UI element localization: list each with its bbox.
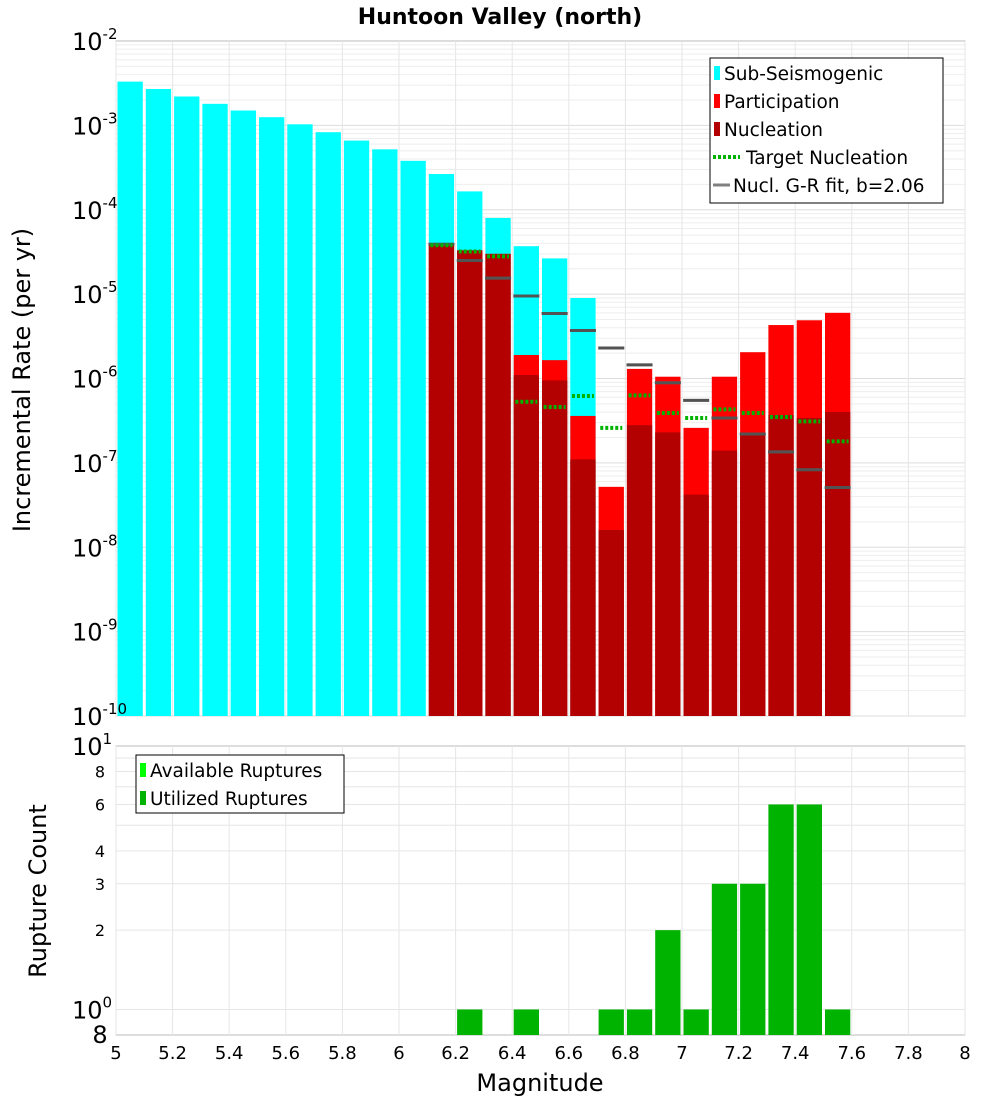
bar-utilized-ruptures (796, 804, 822, 1035)
x-tick-label: 6.8 (611, 1043, 640, 1064)
bar-nucleation (711, 450, 738, 716)
top-legend: Sub-Seismogenic Participation Nucleation… (709, 57, 944, 204)
bottom-bars (457, 804, 851, 1035)
bottom-y-tick-label: 2 (95, 921, 105, 940)
bar-utilized-ruptures (626, 1009, 653, 1035)
x-tick-label: 5 (110, 1043, 121, 1064)
legend-label-available-ruptures: Available Ruptures (150, 761, 322, 782)
bar-utilized-ruptures (740, 883, 766, 1035)
bar-nucleation (570, 459, 596, 716)
top-y-tick-label: 10-2 (72, 25, 118, 56)
bar-nucleation (768, 414, 794, 716)
bar-sub-seismogenic (174, 96, 200, 716)
x-tick-label: 8 (959, 1043, 970, 1064)
bar-utilized-ruptures (711, 883, 738, 1035)
top-y-tick-label: 10-8 (72, 531, 118, 562)
bar-sub-seismogenic (400, 160, 426, 717)
bar-nucleation (457, 250, 483, 717)
bar-nucleation (542, 380, 568, 716)
x-tick-label: 7.2 (724, 1043, 753, 1064)
bar-nucleation (825, 412, 851, 716)
legend-swatch-utilized-ruptures (140, 791, 146, 805)
bar-utilized-ruptures (768, 804, 794, 1035)
bar-sub-seismogenic (230, 110, 256, 716)
legend-label-sub-seismogenic: Sub-Seismogenic (724, 64, 883, 85)
bar-utilized-ruptures (598, 1009, 624, 1035)
top-y-ticks: 10-2 10-3 10-4 10-5 10-6 10-7 10-8 10-9 10-10 (72, 25, 127, 731)
top-lines (428, 242, 851, 490)
bottom-x-ticks: 5 5.2 5.4 5.6 5.8 6 6.2 6.4 6.6 6.8 7 7.2 7.4 7.6 7.8 8 (110, 1043, 970, 1064)
bar-utilized-ruptures (825, 1009, 851, 1035)
x-tick-label: 7.6 (837, 1043, 866, 1064)
bottom-y-tick-label: 4 (95, 842, 105, 861)
bar-sub-seismogenic (315, 132, 341, 717)
bar-nucleation (485, 253, 511, 716)
bar-sub-seismogenic (287, 124, 313, 716)
top-legend-box (709, 57, 944, 204)
bottom-legend: Available Ruptures Utilized Ruptures (135, 754, 345, 814)
bar-sub-seismogenic (372, 149, 398, 716)
legend-swatch-sub-seismogenic (714, 66, 720, 80)
bottom-legend-box (135, 754, 345, 814)
x-tick-label: 5.8 (328, 1043, 357, 1064)
top-y-tick-label: 10-7 (72, 447, 118, 478)
bar-nucleation (683, 494, 709, 716)
legend-label-utilized-ruptures: Utilized Ruptures (150, 789, 308, 810)
bar-nucleation (740, 433, 766, 716)
top-y-tick-label: 10-4 (72, 194, 118, 225)
x-tick-label: 5.2 (158, 1043, 187, 1064)
bottom-y-ticks: 8 6 4 3 2 8 101 100 (72, 730, 112, 1049)
bottom-y-tick-label: 8 (92, 1021, 107, 1049)
x-tick-label: 5.6 (271, 1043, 300, 1064)
bar-nucleation (513, 375, 539, 716)
bar-sub-seismogenic (343, 140, 370, 717)
x-tick-label: 6.2 (441, 1043, 470, 1064)
bar-nucleation (598, 530, 624, 716)
x-tick-label: 6.4 (498, 1043, 527, 1064)
bar-utilized-ruptures (513, 1009, 539, 1035)
top-y-tick-label: 10-10 (72, 700, 127, 731)
x-axis-label: Magnitude (476, 1069, 603, 1097)
legend-swatch-participation (714, 94, 720, 108)
bar-nucleation (796, 418, 822, 716)
bottom-y-tick-label: 6 (95, 795, 105, 814)
bar-sub-seismogenic (145, 88, 172, 716)
top-y-tick-label: 10-5 (72, 278, 118, 309)
bottom-y-major-tick-label: 100 (72, 993, 112, 1024)
top-y-axis-label: Incremental Rate (per yr) (8, 228, 36, 532)
legend-label-nucleation: Nucleation (724, 120, 823, 141)
legend-swatch-nucleation (714, 122, 720, 136)
bar-utilized-ruptures (683, 1009, 709, 1035)
x-tick-label: 7 (676, 1043, 687, 1064)
top-bars (117, 81, 851, 717)
chart-title: Huntoon Valley (north) (358, 5, 642, 30)
bottom-y-tick-label: 8 (95, 763, 105, 782)
bar-utilized-ruptures (457, 1009, 483, 1035)
legend-label-target-nucleation: Target Nucleation (745, 148, 908, 169)
top-y-tick-label: 10-9 (72, 616, 118, 647)
bar-sub-seismogenic (259, 117, 285, 716)
bar-utilized-ruptures (655, 930, 681, 1035)
bottom-y-tick-label: 3 (95, 875, 105, 894)
bar-nucleation (428, 243, 455, 717)
x-tick-label: 5.4 (215, 1043, 244, 1064)
x-tick-label: 7.4 (781, 1043, 810, 1064)
bottom-y-major-tick-label: 101 (72, 730, 112, 761)
top-y-tick-label: 10-3 (72, 109, 118, 140)
bar-sub-seismogenic (202, 103, 228, 717)
bar-sub-seismogenic (117, 81, 143, 717)
top-y-tick-label: 10-6 (72, 363, 118, 394)
x-tick-label: 6 (393, 1043, 404, 1064)
bar-nucleation (626, 425, 653, 716)
legend-label-participation: Participation (724, 92, 840, 113)
legend-swatch-available-ruptures (140, 763, 146, 777)
x-tick-label: 6.6 (554, 1043, 583, 1064)
bar-nucleation (655, 432, 681, 716)
bottom-y-axis-label: Rupture Count (24, 804, 52, 978)
legend-label-gr-fit: Nucl. G-R fit, b=2.06 (733, 176, 925, 197)
x-tick-label: 7.8 (894, 1043, 923, 1064)
